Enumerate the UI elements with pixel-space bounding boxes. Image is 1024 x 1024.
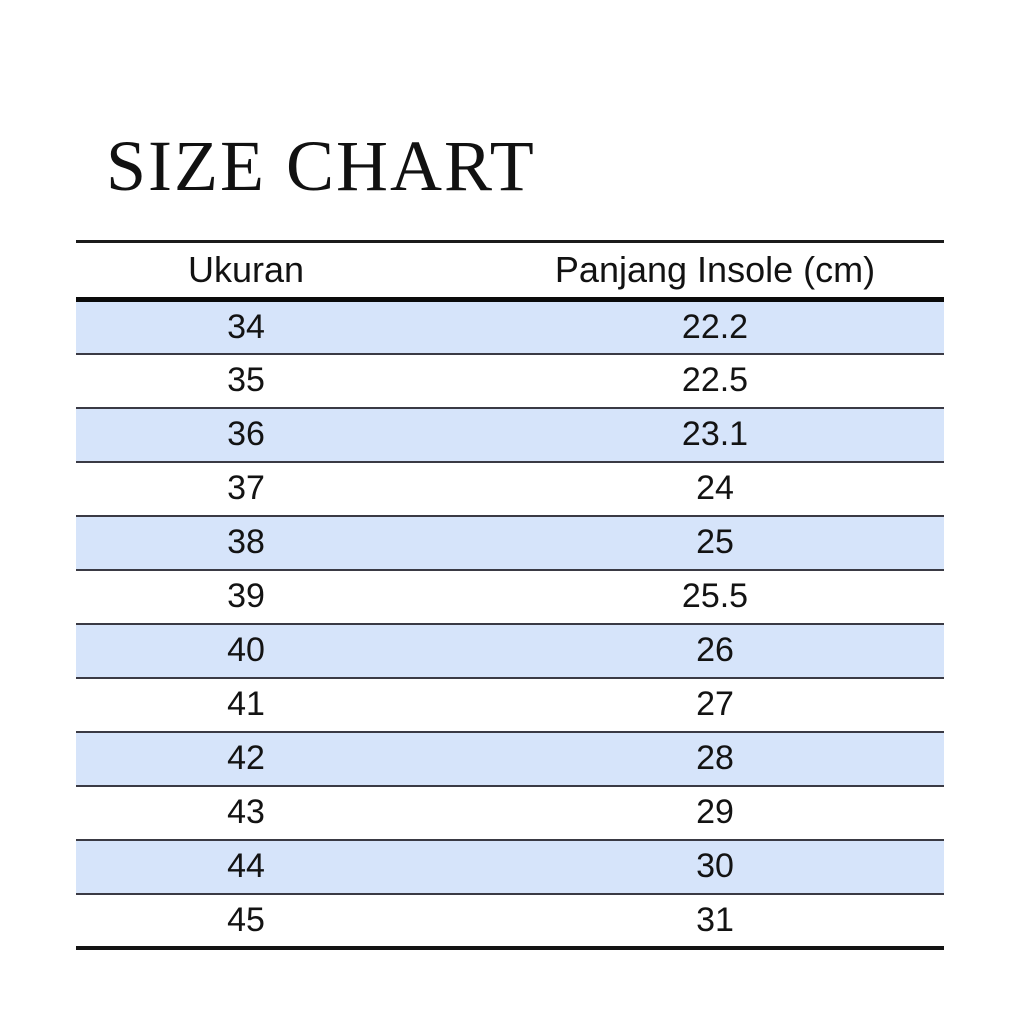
cell-panjang-insole: 26 bbox=[496, 622, 944, 679]
cell-ukuran: 38 bbox=[76, 514, 496, 571]
table-row: 34 22.2 bbox=[76, 298, 944, 355]
cell-panjang-insole: 27 bbox=[496, 676, 944, 733]
cell-ukuran: 37 bbox=[76, 460, 496, 517]
table-row: 40 26 bbox=[76, 622, 944, 679]
cell-panjang-insole: 24 bbox=[496, 460, 944, 517]
table-body: 34 22.2 35 22.5 36 23.1 37 24 38 25 39 25.5 40 26 41 27… bbox=[76, 298, 944, 950]
cell-panjang-insole: 23.1 bbox=[496, 406, 944, 463]
cell-panjang-insole: 31 bbox=[496, 892, 944, 950]
cell-ukuran: 41 bbox=[76, 676, 496, 733]
cell-panjang-insole: 25 bbox=[496, 514, 944, 571]
cell-ukuran: 42 bbox=[76, 730, 496, 787]
table-row: 36 23.1 bbox=[76, 406, 944, 463]
cell-ukuran: 43 bbox=[76, 784, 496, 841]
cell-ukuran: 45 bbox=[76, 892, 496, 950]
table-header-row: Ukuran Panjang Insole (cm) bbox=[76, 240, 944, 302]
table-row: 38 25 bbox=[76, 514, 944, 571]
cell-ukuran: 36 bbox=[76, 406, 496, 463]
cell-panjang-insole: 29 bbox=[496, 784, 944, 841]
cell-ukuran: 44 bbox=[76, 838, 496, 895]
cell-panjang-insole: 22.5 bbox=[496, 352, 944, 409]
table-row: 42 28 bbox=[76, 730, 944, 787]
table-header: Ukuran Panjang Insole (cm) bbox=[76, 240, 944, 302]
table-row: 39 25.5 bbox=[76, 568, 944, 625]
cell-panjang-insole: 22.2 bbox=[496, 298, 944, 355]
cell-panjang-insole: 25.5 bbox=[496, 568, 944, 625]
column-header-ukuran: Ukuran bbox=[76, 240, 496, 302]
table-row: 45 31 bbox=[76, 892, 944, 950]
cell-ukuran: 40 bbox=[76, 622, 496, 679]
table-row: 44 30 bbox=[76, 838, 944, 895]
table-row: 43 29 bbox=[76, 784, 944, 841]
table-row: 41 27 bbox=[76, 676, 944, 733]
column-header-panjang-insole: Panjang Insole (cm) bbox=[496, 240, 944, 302]
cell-panjang-insole: 28 bbox=[496, 730, 944, 787]
cell-ukuran: 39 bbox=[76, 568, 496, 625]
page-title: SIZE CHART bbox=[106, 126, 536, 206]
cell-ukuran: 35 bbox=[76, 352, 496, 409]
size-table-container: Ukuran Panjang Insole (cm) 34 22.2 35 22.5 3… bbox=[76, 240, 944, 950]
cell-panjang-insole: 30 bbox=[496, 838, 944, 895]
table-row: 37 24 bbox=[76, 460, 944, 517]
cell-ukuran: 34 bbox=[76, 298, 496, 355]
table-row: 35 22.5 bbox=[76, 352, 944, 409]
size-table: Ukuran Panjang Insole (cm) 34 22.2 35 22.5 3… bbox=[76, 240, 944, 950]
